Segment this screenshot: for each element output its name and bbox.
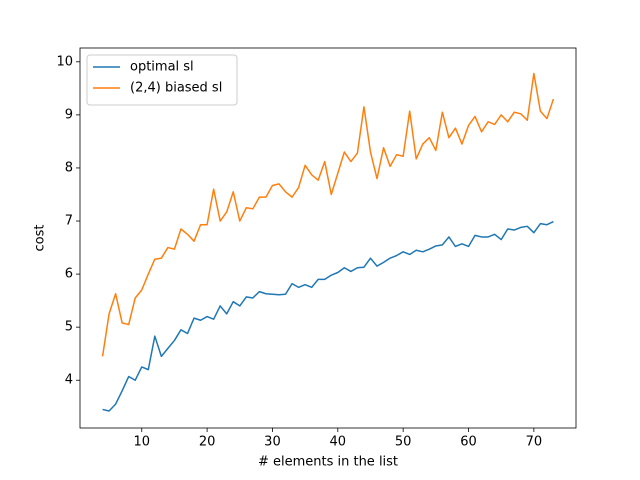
- x-tick-label: 20: [199, 435, 216, 450]
- y-axis-label: cost: [33, 225, 48, 252]
- legend: optimal sl (2,4) biased sl: [86, 54, 238, 106]
- x-tick-label: 30: [264, 435, 281, 450]
- legend-label: optimal sl: [130, 60, 194, 75]
- y-tick-label: 6: [65, 267, 73, 282]
- x-tick-label: 40: [330, 435, 347, 450]
- legend-box: [86, 54, 238, 106]
- x-tick-label: 60: [460, 435, 477, 450]
- y-tick-label: 10: [56, 54, 73, 69]
- legend-label: (2,4) biased sl: [130, 81, 222, 96]
- y-tick-label: 9: [65, 107, 73, 122]
- data-line: [101, 72, 555, 357]
- x-tick-label: 10: [133, 435, 150, 450]
- x-axis-label: # elements in the list: [258, 455, 398, 470]
- y-tick-label: 5: [65, 320, 73, 335]
- y-tick-label: 8: [65, 160, 73, 175]
- x-tick-label: 50: [395, 435, 412, 450]
- x-tick-label: 70: [526, 435, 543, 450]
- axes-frame: [79, 47, 577, 429]
- y-tick-label: 7: [65, 214, 73, 229]
- data-line: [102, 220, 554, 412]
- y-tick-label: 4: [65, 373, 73, 388]
